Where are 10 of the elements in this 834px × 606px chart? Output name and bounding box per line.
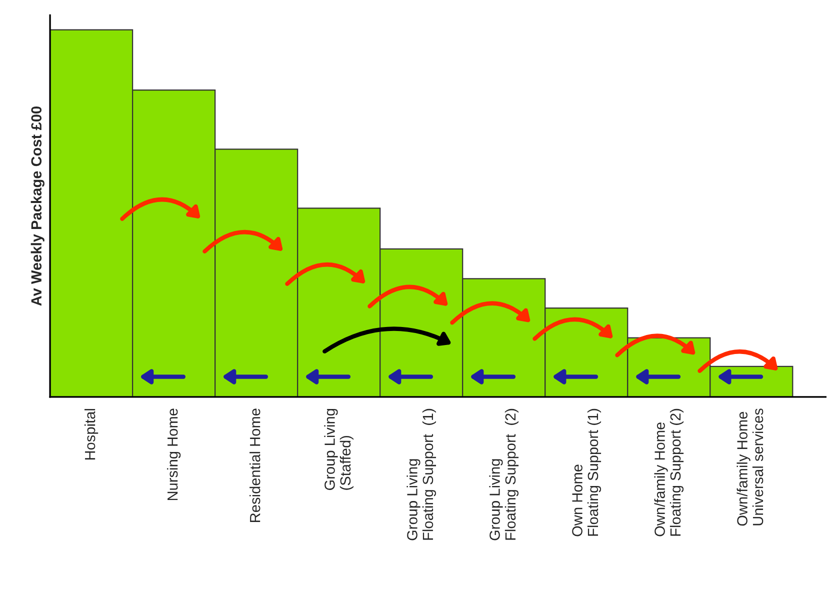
- x-tick-label: Own Home Floating Support (1): [572, 408, 602, 536]
- x-tick-label: Group Living Floating Support (2): [489, 408, 519, 540]
- x-tick-label: Hospital: [84, 409, 98, 460]
- x-tick-label: Own/family Home Universal services: [736, 408, 764, 526]
- y-axis-title: Av Weekly Package Cost £00: [30, 106, 44, 306]
- x-tick-label: Residential Home: [250, 408, 260, 522]
- x-tick-label: Own/family Home Floating Support (2): [654, 408, 684, 536]
- x-tick-label: Group Living (Staffed): [324, 408, 354, 490]
- x-tick-label: Group Living Floating Support (1): [406, 408, 436, 540]
- x-tick-label: Nursing Home: [167, 408, 181, 500]
